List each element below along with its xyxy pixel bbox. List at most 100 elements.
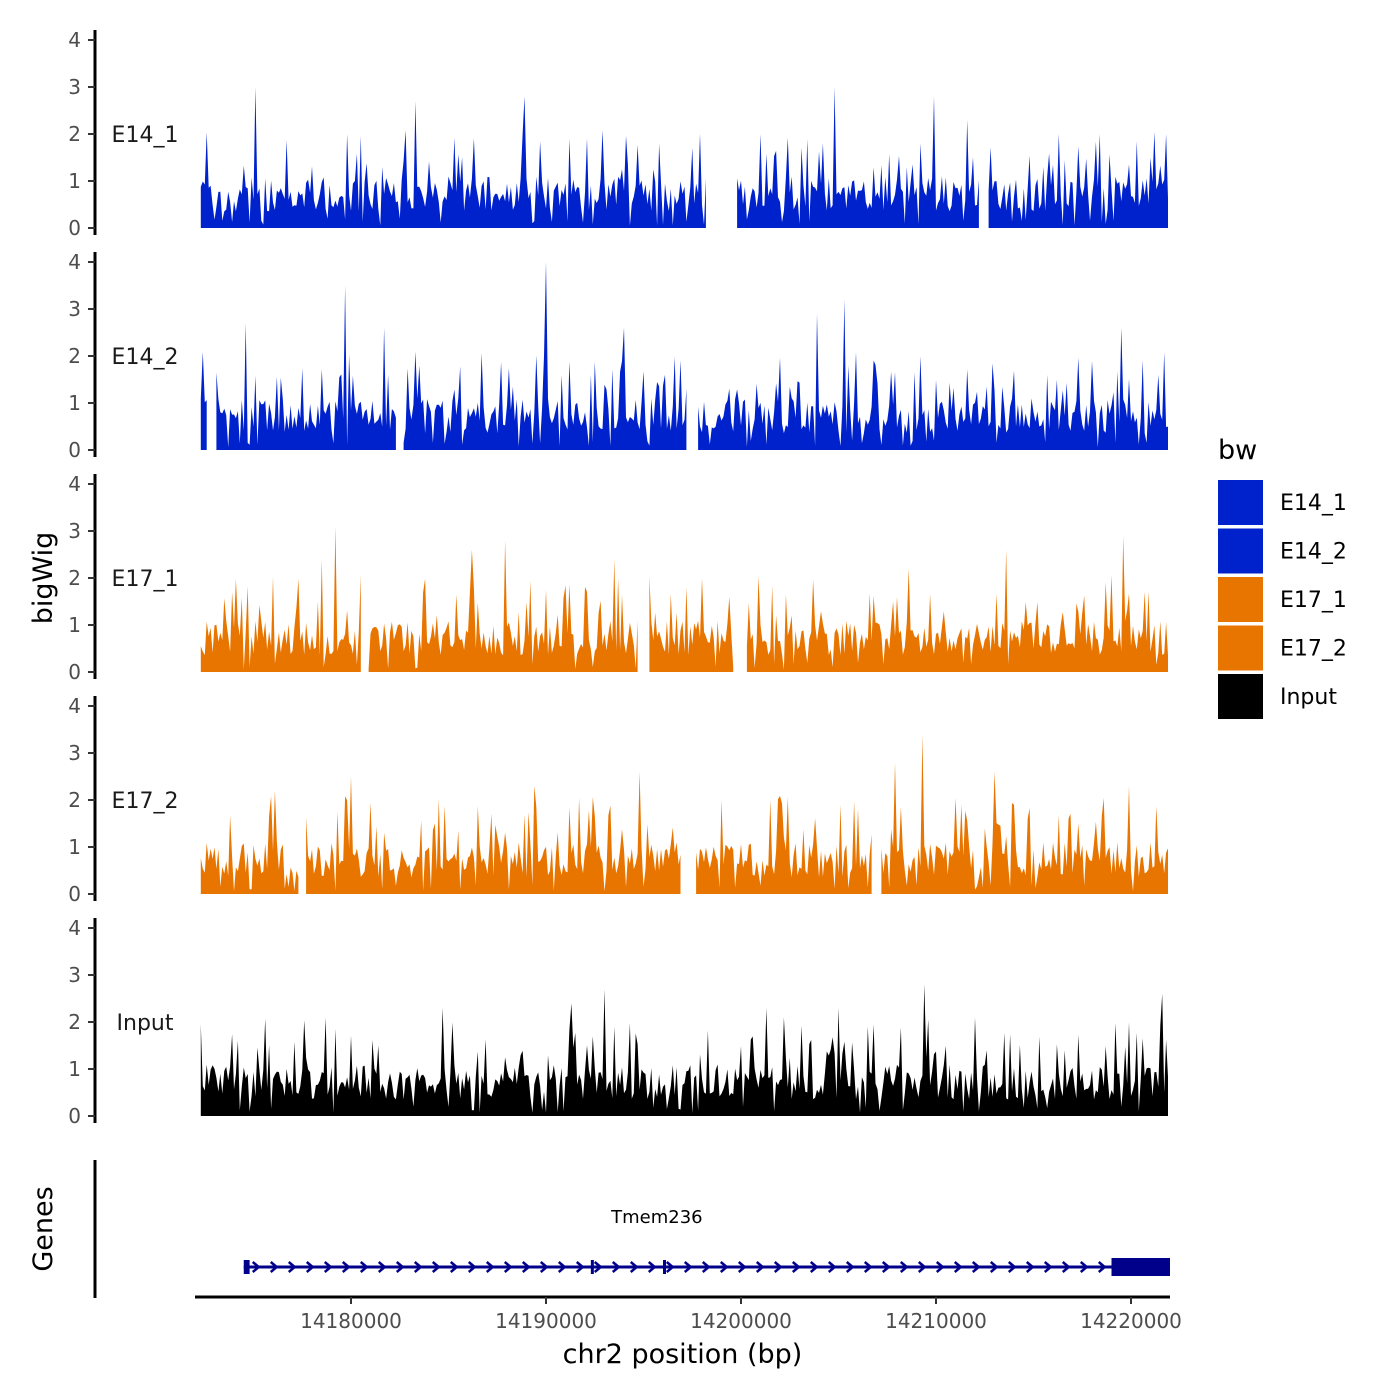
signal-area	[200, 87, 706, 228]
signal-area	[200, 526, 361, 672]
y-tick-label: 4	[68, 694, 81, 718]
strand-arrow	[575, 1261, 585, 1273]
strand-arrow	[1097, 1261, 1107, 1273]
strand-arrow	[989, 1261, 999, 1273]
legend-swatch	[1218, 480, 1263, 525]
y-tick-label: 4	[68, 472, 81, 496]
strand-arrow	[935, 1261, 945, 1273]
legend-label: E17_1	[1280, 588, 1347, 613]
y-tick-label: 1	[68, 1057, 81, 1081]
signal-area	[881, 734, 1168, 894]
y-tick-label: 2	[68, 788, 81, 812]
signal-area	[746, 535, 1168, 672]
y-tick-label: 3	[68, 75, 81, 99]
track-label: E14_1	[112, 123, 179, 148]
y-tick-label: 2	[68, 344, 81, 368]
y-tick-label: 0	[68, 1104, 81, 1128]
strand-arrow	[611, 1261, 621, 1273]
strand-arrow	[629, 1261, 639, 1273]
strand-arrow	[863, 1261, 873, 1273]
strand-arrow	[809, 1261, 819, 1273]
strand-arrow	[1025, 1261, 1035, 1273]
x-axis-title: chr2 position (bp)	[563, 1339, 803, 1370]
strand-arrow	[773, 1261, 783, 1273]
gene-name-label: Tmem236	[610, 1207, 703, 1228]
legend-title: bw	[1218, 435, 1257, 466]
strand-arrow	[377, 1261, 387, 1273]
x-axis: 14180000 14190000 14200000 14210000 14220000…	[195, 1295, 1182, 1370]
signal-area	[649, 576, 734, 672]
signal-area	[737, 87, 979, 228]
y-tick-label: 2	[68, 566, 81, 590]
signal-area	[698, 299, 1168, 450]
signal-area	[403, 262, 687, 450]
y-tick-label: 3	[68, 519, 81, 543]
strand-arrow	[287, 1261, 297, 1273]
legend-label: E17_2	[1280, 637, 1347, 662]
strand-arrow	[719, 1261, 729, 1273]
strand-arrow	[467, 1261, 477, 1273]
x-tick-label: 14180000	[300, 1309, 402, 1333]
strand-arrow	[359, 1261, 369, 1273]
strand-arrow	[323, 1261, 333, 1273]
strand-arrow	[341, 1261, 351, 1273]
gene-exon	[590, 1260, 594, 1274]
strand-arrow	[1007, 1261, 1017, 1273]
legend-swatch	[1218, 625, 1263, 671]
track-label: E17_2	[112, 789, 179, 814]
y-tick-label: 1	[68, 835, 81, 859]
strand-arrow	[683, 1261, 693, 1273]
track-panel-e14-2: 0 1 2 3 4 E14_2	[68, 250, 1168, 462]
signal-area	[306, 771, 681, 894]
legend-swatch	[1218, 528, 1263, 574]
y-tick-label: 0	[68, 882, 81, 906]
legend-swatch	[1218, 577, 1263, 622]
legend-label: E14_2	[1280, 540, 1347, 565]
strand-arrow	[593, 1261, 603, 1273]
strand-arrow	[701, 1261, 711, 1273]
legend: bw E14_1 E14_2 E17_1 E17_2 Input	[1218, 435, 1347, 719]
gene-exon	[663, 1260, 666, 1274]
genes-track: Genes Tmem236	[28, 1160, 1170, 1298]
legend-label: Input	[1280, 685, 1337, 710]
strand-arrow	[971, 1261, 981, 1273]
x-tick-label: 14200000	[690, 1309, 792, 1333]
strand-arrow	[665, 1261, 675, 1273]
strand-arrow	[881, 1261, 891, 1273]
gene-exon	[243, 1260, 250, 1274]
legend-swatch	[1218, 674, 1263, 719]
strand-arrow	[647, 1261, 657, 1273]
y-tick-label: 1	[68, 391, 81, 415]
y-tick-label: 0	[68, 660, 81, 684]
track-label: Input	[117, 1011, 174, 1036]
strand-arrow	[503, 1261, 513, 1273]
legend-label: E14_1	[1280, 491, 1347, 516]
track-label: E14_2	[112, 345, 179, 370]
strand-arrow	[737, 1261, 747, 1273]
strand-arrow	[539, 1261, 549, 1273]
strand-arrow	[1079, 1261, 1089, 1273]
gene-exon	[1111, 1258, 1170, 1276]
x-tick-label: 14210000	[885, 1309, 987, 1333]
track-panel-e17-1: 0 1 2 3 4 E17_1	[68, 472, 1168, 684]
strand-arrow	[413, 1261, 423, 1273]
signal-area	[368, 540, 638, 672]
strand-arrow	[521, 1261, 531, 1273]
y-tick-label: 2	[68, 1010, 81, 1034]
strand-arrow	[899, 1261, 909, 1273]
signal-area	[200, 351, 207, 450]
y-tick-label: 3	[68, 297, 81, 321]
y-tick-label: 4	[68, 250, 81, 274]
track-panel-e14-1: 0 1 2 3 4 E14_1	[68, 28, 1168, 240]
signal-area	[216, 285, 396, 450]
signal-area	[200, 790, 299, 894]
track-label: E17_1	[112, 567, 179, 592]
strand-arrow	[395, 1261, 405, 1273]
strand-arrow	[431, 1261, 441, 1273]
y-tick-label: 0	[68, 216, 81, 240]
strand-arrow	[755, 1261, 765, 1273]
strand-arrow	[449, 1261, 459, 1273]
y-tick-label: 3	[68, 741, 81, 765]
strand-arrow	[953, 1261, 963, 1273]
strand-arrow	[1061, 1261, 1071, 1273]
